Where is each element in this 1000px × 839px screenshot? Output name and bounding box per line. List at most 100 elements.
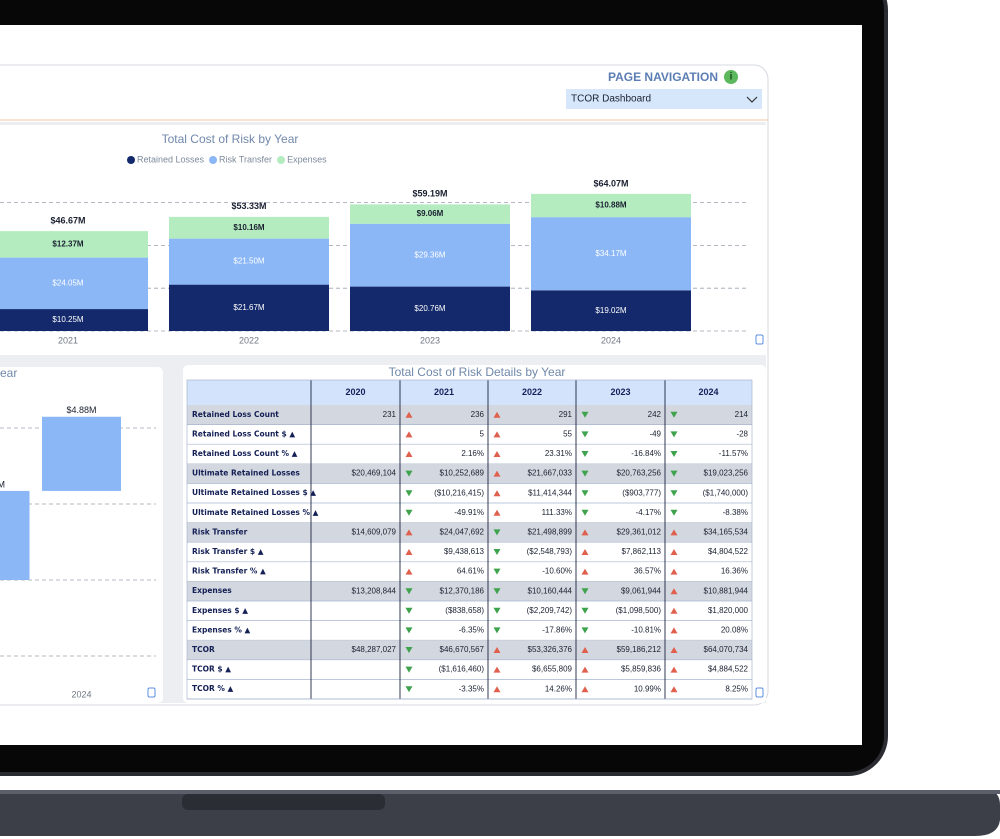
table-cell: $10,252,689 [440,469,485,478]
table-cell: ($1,740,000) [703,488,749,497]
trend-up-icon [670,568,678,575]
row-label: Risk Transfer [192,527,248,536]
trend-down-icon [670,490,678,497]
details-table: Total Cost of Risk Details by Year 2020 20… [186,365,753,700]
focus-icon[interactable] [147,687,156,698]
table-cell: $34,165,534 [704,528,749,537]
trend-down-icon [405,490,413,497]
waterfall-bar [0,490,30,580]
focus-icon[interactable] [755,687,764,698]
column-header: 2021 [434,387,454,397]
table-cell: 214 [735,410,749,419]
table-cell: 55 [563,430,572,439]
table-cell: ($2,209,742) [527,606,573,615]
table-cell: -3.35% [459,684,484,693]
info-icon[interactable] [724,70,738,84]
column-header: 2020 [345,387,365,397]
table-cell: 23.31% [545,449,572,458]
table-cell: 36.57% [634,567,661,576]
total-label: $59.19M [412,189,447,199]
value-label: $10.16M [233,223,264,232]
table-cell: $4,884,522 [708,665,749,674]
table-cell: $53,326,376 [528,645,573,654]
trend-down-icon [670,411,678,418]
table-cell: $1,820,000 [708,606,749,615]
table-cell: ($1,616,460) [439,665,485,674]
trend-up-icon [670,666,678,673]
table-cell: $14,609,079 [352,528,397,537]
row-shade [187,640,752,660]
trend-down-icon [405,666,413,673]
value-label: $4.88M [66,405,96,415]
waterfall-panel [0,367,163,703]
table-cell: 236 [471,410,485,419]
trend-up-icon [670,686,678,693]
trend-down-icon [581,490,589,497]
table-cell: -49 [649,430,661,439]
column-header: 2022 [522,387,542,397]
table-cell: $20,469,104 [352,469,397,478]
bar-segment [531,193,691,218]
legend-marker [277,156,286,164]
x-tick-label: 2021 [58,335,78,345]
trend-down-icon [405,627,413,634]
laptop-base [0,790,1000,836]
table-cell: $5,859,836 [621,665,662,674]
row-label: Ultimate Retained Losses [192,469,300,478]
trend-down-icon [581,431,589,438]
row-shade [187,463,752,484]
page-dropdown[interactable] [566,89,762,109]
trend-down-icon [405,647,413,653]
trend-up-icon [493,686,501,693]
legend-marker [209,156,218,164]
focus-icon[interactable] [755,334,764,345]
table-cell: 111.33% [542,508,572,517]
table-border [186,379,753,700]
value-label: $24.05M [52,278,83,287]
table-cell: 291 [559,410,573,419]
nav-title: PAGE NAVIGATION [608,70,718,84]
trend-up-icon [581,568,589,575]
legend-label: Expenses [287,154,327,164]
bar-segment [531,290,691,331]
table-cell: -11.57% [719,449,748,458]
table-cell: $24,047,692 [440,528,485,537]
trend-down-icon [493,529,501,536]
table-cell: 64.61% [457,567,484,576]
value-label: $12.37M [52,239,83,248]
table-header [187,380,752,405]
table-cell: 231 [383,410,397,419]
trend-down-icon [670,431,678,438]
legend-label: Risk Transfer [219,154,272,164]
trend-up-icon [670,529,678,536]
table-cell: $4,804,522 [708,547,749,556]
table-cell: 2.16% [461,449,484,458]
table-cell: $12,370,186 [440,586,485,595]
row-label: Expenses % ▲ [192,625,251,634]
row-label: Risk Transfer % ▲ [192,567,266,576]
table-cell: $7,862,113 [622,547,662,556]
table-cell: $11,414,344 [528,488,572,497]
table-cell: 10.99% [634,684,661,693]
x-tick-label: 2024 [71,689,91,699]
trend-up-icon [581,686,589,693]
chart-title: ear [0,366,17,380]
dashboard: PAGE NAVIGATION i TCOR Dashboard Total C… [0,64,769,706]
trend-down-icon [493,549,501,555]
trend-down-icon [405,607,413,614]
table-cell: 8.25% [725,684,748,693]
trend-up-icon [405,568,413,575]
trend-up-icon [405,451,413,457]
total-label: $64.07M [593,178,628,188]
trend-down-icon [581,509,589,516]
trend-up-icon [405,411,413,418]
trend-down-icon [581,451,589,457]
trend-up-icon [670,588,678,595]
trend-up-icon [405,431,413,438]
bar-segment [0,309,148,331]
trend-down-icon [405,588,413,595]
table-cell: $9,438,613 [444,547,485,556]
trend-down-icon [581,607,589,614]
value-label: $21.67M [233,303,264,312]
